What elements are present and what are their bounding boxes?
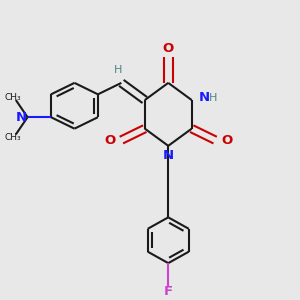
Text: N: N <box>163 149 174 162</box>
Text: CH₃: CH₃ <box>4 133 21 142</box>
Text: N: N <box>16 111 27 124</box>
Text: N: N <box>199 91 210 104</box>
Text: CH₃: CH₃ <box>4 93 21 102</box>
Text: F: F <box>164 285 173 298</box>
Text: H: H <box>114 65 122 75</box>
Text: O: O <box>104 134 115 147</box>
Text: H: H <box>208 93 217 103</box>
Text: O: O <box>221 134 233 147</box>
Text: O: O <box>163 42 174 55</box>
